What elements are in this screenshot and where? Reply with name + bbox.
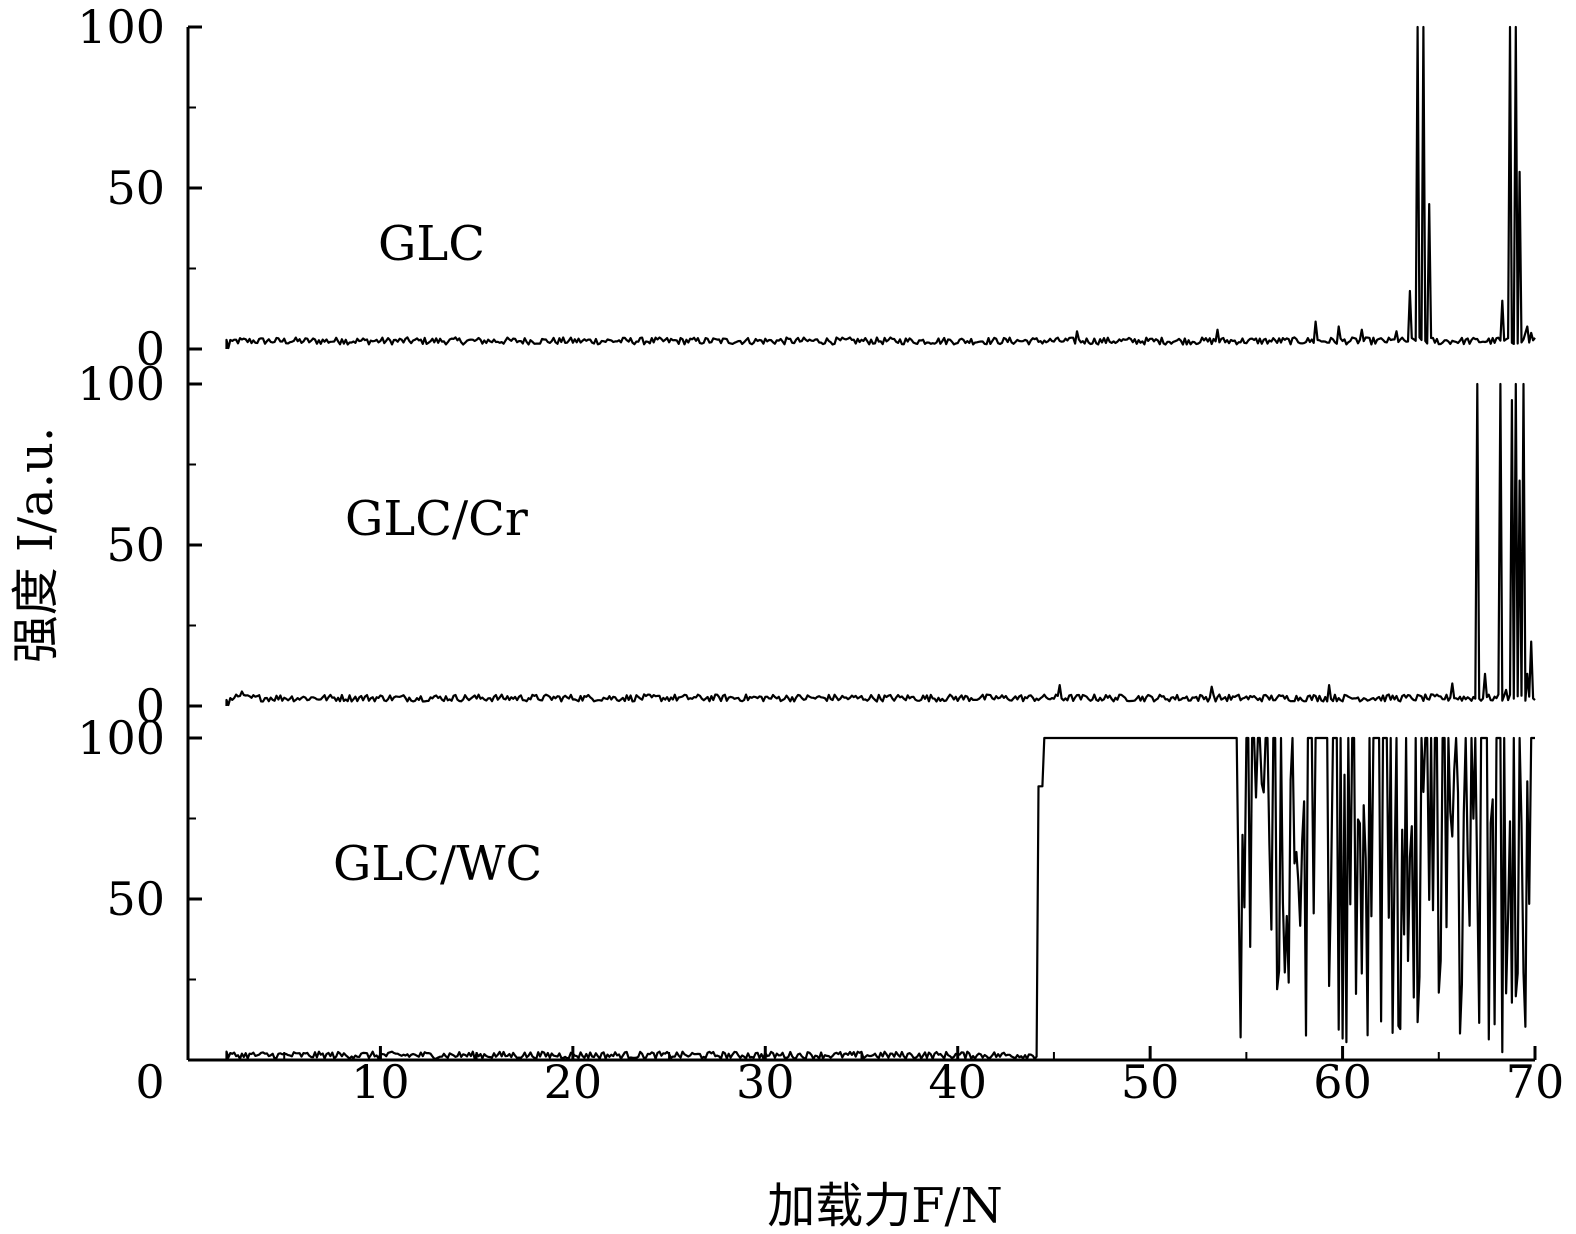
x-tick-label: 40 (928, 1055, 987, 1109)
y-tick-label: 50 (106, 518, 165, 572)
y-tick-label: 0 (136, 322, 165, 376)
series-label: GLC (378, 216, 485, 272)
axes-group (186, 27, 1537, 1062)
x-axis-label: 加载力F/N (767, 1178, 1002, 1234)
panels-group: 0 50 100 GLC 0 50 100 GLC/Cr 50 100 GLC/WC (77, 0, 1536, 1062)
x-tick-label: 70 (1506, 1055, 1565, 1109)
x-tick-label: 0 (135, 1055, 164, 1109)
panel-1: 0 50 100 GLC (77, 0, 1536, 376)
y-tick-label: 100 (77, 0, 165, 54)
y-axis-label: 强度 I/a.u. (8, 427, 64, 663)
series-line (225, 736, 1535, 1061)
y-tick-label: 50 (106, 872, 165, 926)
series-label: GLC/Cr (345, 491, 528, 547)
series-line (225, 25, 1536, 350)
y-tick-label: 50 (106, 161, 165, 215)
series-label: GLC/WC (333, 836, 542, 892)
y-tick-label: 0 (136, 679, 165, 733)
series-line (225, 382, 1536, 707)
panel-2: 0 50 100 GLC/Cr (77, 357, 1536, 733)
y-tick-label: 100 (77, 357, 165, 411)
panel-3: 50 100 GLC/WC (77, 711, 1535, 1062)
y-tick-label: 100 (77, 711, 165, 765)
x-tick-label: 20 (544, 1055, 603, 1109)
x-tick-label: 60 (1313, 1055, 1372, 1109)
x-tick-label: 50 (1121, 1055, 1180, 1109)
x-tick-labels: 0 10 20 30 40 50 60 70 (135, 1055, 1564, 1109)
x-tick-label: 10 (351, 1055, 410, 1109)
x-tick-label: 30 (736, 1055, 795, 1109)
